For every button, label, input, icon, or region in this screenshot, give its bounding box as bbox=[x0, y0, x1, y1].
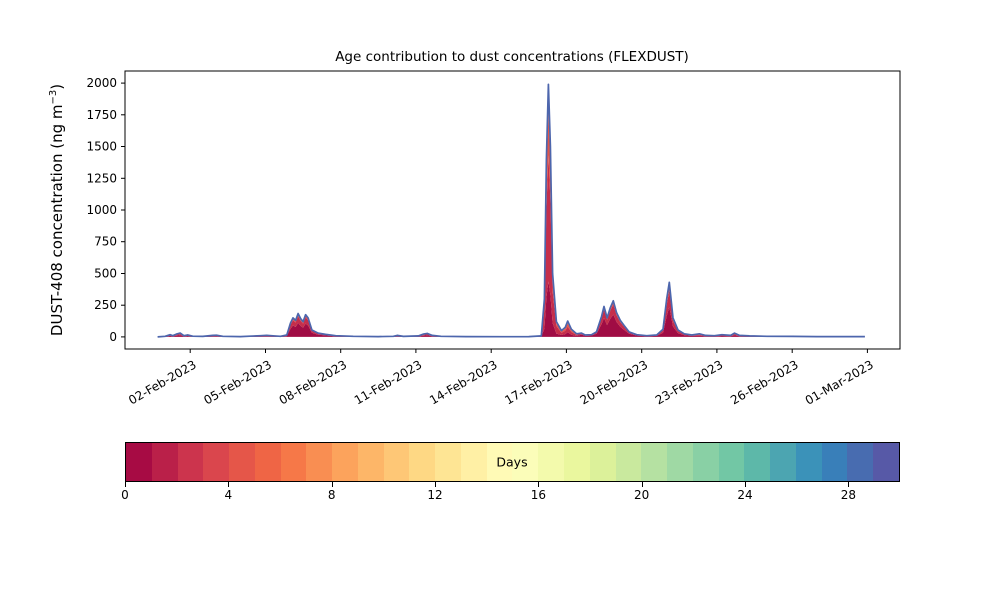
colorbar-tick-label: 24 bbox=[737, 488, 753, 502]
colorbar-label: Days bbox=[496, 454, 528, 470]
colorbar-segment bbox=[564, 443, 590, 481]
colorbar-segment bbox=[280, 443, 307, 481]
colorbar-segment bbox=[306, 443, 333, 481]
colorbar-segment bbox=[538, 443, 565, 481]
area-band-2-4-days bbox=[157, 109, 865, 337]
colorbar-segment bbox=[692, 443, 719, 481]
colorbar-tick-mark bbox=[331, 482, 333, 487]
colorbar-tick-mark bbox=[125, 482, 126, 487]
colorbar-tick-label: 4 bbox=[224, 488, 233, 502]
colorbar-segment bbox=[409, 443, 436, 481]
colorbar-tick-mark bbox=[538, 482, 540, 487]
y-tick-label: 0 bbox=[109, 330, 117, 344]
colorbar-segment bbox=[770, 443, 796, 481]
x-tick-label: 20-Feb-2023 bbox=[578, 357, 651, 407]
colorbar-segment bbox=[512, 443, 539, 481]
y-tick-label: 1250 bbox=[86, 171, 117, 185]
axes-frame bbox=[124, 70, 901, 350]
colorbar-segment bbox=[667, 443, 693, 481]
colorbar-tick-label: 0 bbox=[121, 488, 129, 502]
colorbar-segment bbox=[873, 443, 899, 481]
x-tick-label: 14-Feb-2023 bbox=[427, 357, 500, 407]
colorbar-segment bbox=[821, 443, 848, 481]
colorbar-segment bbox=[460, 443, 487, 481]
colorbar-tick-label: 28 bbox=[840, 488, 856, 502]
colorbar-segment bbox=[177, 443, 204, 481]
x-tick-label: 17-Feb-2023 bbox=[502, 357, 575, 407]
y-tick-label: 750 bbox=[94, 235, 117, 249]
colorbar-segment bbox=[254, 443, 281, 481]
colorbar-segment bbox=[718, 443, 745, 481]
x-tick-label: 11-Feb-2023 bbox=[352, 357, 425, 407]
area-band-0-1-days bbox=[157, 281, 865, 337]
colorbar-segment bbox=[229, 443, 255, 481]
area-band-4-8-days bbox=[157, 84, 865, 337]
colorbar-tick-label: 16 bbox=[530, 488, 546, 502]
y-tick-label: 2000 bbox=[86, 76, 117, 90]
total-concentration-line bbox=[157, 83, 865, 338]
colorbar-segment bbox=[486, 443, 513, 481]
colorbar-segment bbox=[795, 443, 822, 481]
y-tick-label: 500 bbox=[94, 267, 117, 281]
colorbar-segment bbox=[357, 443, 384, 481]
chart-title: Age contribution to dust concentrations … bbox=[335, 49, 689, 65]
colorbar-segment bbox=[126, 443, 152, 481]
colorbar-tick-label: 12 bbox=[427, 488, 443, 502]
dust-concentration-plot: 02-Feb-2023 05-Feb-2023 08-Feb-2023 11-Feb-… bbox=[86, 70, 901, 408]
y-tick-label: 250 bbox=[94, 298, 117, 312]
colorbar-tick-mark bbox=[848, 482, 850, 487]
colorbar-segment bbox=[615, 443, 642, 481]
colorbar bbox=[125, 442, 900, 482]
x-tick-label: 26-Feb-2023 bbox=[728, 357, 801, 407]
y-tick-label: 1000 bbox=[86, 203, 117, 217]
colorbar-tick-mark bbox=[435, 482, 436, 487]
colorbar-segment bbox=[847, 443, 874, 481]
x-tick-label: 08-Feb-2023 bbox=[277, 357, 350, 407]
colorbar-segment bbox=[332, 443, 358, 481]
colorbar-tick-mark bbox=[641, 482, 643, 487]
area-band-1-2-days bbox=[157, 155, 865, 337]
colorbar-segment bbox=[383, 443, 410, 481]
x-tick-label: 05-Feb-2023 bbox=[201, 357, 274, 407]
x-tick-label: 23-Feb-2023 bbox=[653, 357, 726, 407]
colorbar-tick-label: 20 bbox=[634, 488, 650, 502]
x-tick-label: 01-Mar-2023 bbox=[803, 357, 876, 407]
colorbar-tick-mark bbox=[228, 482, 230, 487]
colorbar-segment bbox=[744, 443, 771, 481]
y-tick-label: 1500 bbox=[86, 140, 117, 154]
x-tick-label: 02-Feb-2023 bbox=[126, 357, 199, 407]
y-tick-label: 1750 bbox=[86, 108, 117, 122]
colorbar-segment bbox=[151, 443, 178, 481]
colorbar-segment bbox=[203, 443, 230, 481]
colorbar-segment bbox=[435, 443, 461, 481]
colorbar-segment bbox=[641, 443, 668, 481]
colorbar-tick-label: 8 bbox=[327, 488, 336, 502]
colorbar-segment bbox=[589, 443, 616, 481]
colorbar-tick-mark bbox=[745, 482, 746, 487]
